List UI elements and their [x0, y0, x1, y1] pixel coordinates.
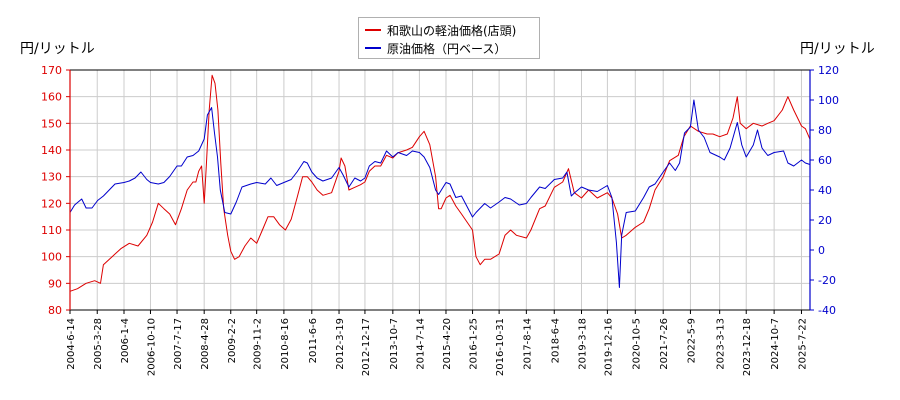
- legend-label-crude: 原油価格（円ベース）: [387, 41, 507, 56]
- x-tick-label: 2013-10-7: [389, 318, 400, 370]
- x-tick-label: 2009-11-2: [253, 318, 264, 370]
- x-tick-label: 2019-3-18: [577, 318, 588, 370]
- legend-entry-diesel: 和歌山の軽油価格(店頭): [365, 21, 516, 39]
- x-tick-label: 2021-7-26: [659, 318, 670, 370]
- left-tick-label: 130: [41, 171, 62, 184]
- x-tick-label: 2010-8-16: [280, 318, 291, 370]
- left-tick-label: 170: [41, 64, 62, 77]
- left-tick-label: 150: [41, 117, 62, 130]
- x-tick-label: 2016-1-25: [469, 318, 480, 370]
- x-tick-label: 2004-6-14: [66, 318, 77, 370]
- x-tick-label: 2009-2-2: [227, 318, 238, 363]
- left-tick-label: 120: [41, 197, 62, 210]
- x-tick-label: 2022-5-9: [686, 318, 697, 363]
- legend-swatch-crude: [365, 47, 381, 49]
- right-tick-label: 40: [818, 184, 832, 197]
- x-tick-label: 2005-3-28: [93, 318, 104, 370]
- right-tick-label: 80: [818, 124, 832, 137]
- x-tick-label: 2012-12-17: [361, 318, 372, 376]
- series-line-crude: [69, 99, 811, 288]
- x-tick-label: 2011-6-6: [308, 318, 319, 363]
- left-tick-label: 110: [41, 224, 62, 237]
- right-tick-label: -20: [818, 274, 836, 287]
- x-tick-label: 2012-3-19: [335, 318, 346, 370]
- right-tick-label: 120: [818, 64, 839, 77]
- x-tick-label: 2019-12-16: [603, 318, 614, 376]
- x-tick-label: 2020-10-5: [631, 318, 642, 370]
- left-tick-label: 160: [41, 91, 62, 104]
- legend-label-diesel: 和歌山の軽油価格(店頭): [387, 23, 517, 38]
- series-line-diesel: [69, 74, 811, 292]
- legend-entry-crude: 原油価格（円ベース）: [365, 39, 506, 57]
- x-tick-label: 2015-4-20: [442, 318, 453, 370]
- plot-area: [70, 70, 810, 310]
- right-tick-label: -40: [818, 304, 836, 317]
- x-tick-label: 2008-4-28: [200, 318, 211, 370]
- right-tick-label: 20: [818, 214, 832, 227]
- left-tick-label: 140: [41, 144, 62, 157]
- x-tick-label: 2007-7-17: [173, 318, 184, 370]
- left-tick-label: 100: [41, 251, 62, 264]
- left-tick-label: 90: [48, 277, 62, 290]
- right-tick-label: 0: [818, 244, 825, 257]
- legend-swatch-diesel: [365, 29, 381, 31]
- x-tick-label: 2025-7-22: [797, 318, 808, 370]
- x-tick-label: 2006-10-10: [146, 318, 157, 376]
- x-tick-label: 2018-6-4: [550, 318, 561, 363]
- x-tick-label: 2017-8-14: [522, 318, 533, 370]
- left-axis-unit-label: 円/リットル: [20, 41, 95, 57]
- x-tick-label: 2024-10-7: [770, 318, 781, 370]
- x-tick-label: 2023-3-13: [716, 318, 727, 370]
- x-tick-label: 2014-7-14: [415, 318, 426, 370]
- right-tick-label: 60: [818, 154, 832, 167]
- chart-legend: 和歌山の軽油価格(店頭) 原油価格（円ベース）: [358, 17, 540, 59]
- right-tick-label: 100: [818, 94, 839, 107]
- left-tick-label: 80: [48, 304, 62, 317]
- x-tick-label: 2006-1-4: [120, 318, 131, 363]
- right-axis-unit-label: 円/リットル: [800, 41, 875, 57]
- x-tick-label: 2016-10-31: [495, 318, 506, 376]
- x-tick-label: 2023-12-18: [742, 318, 753, 376]
